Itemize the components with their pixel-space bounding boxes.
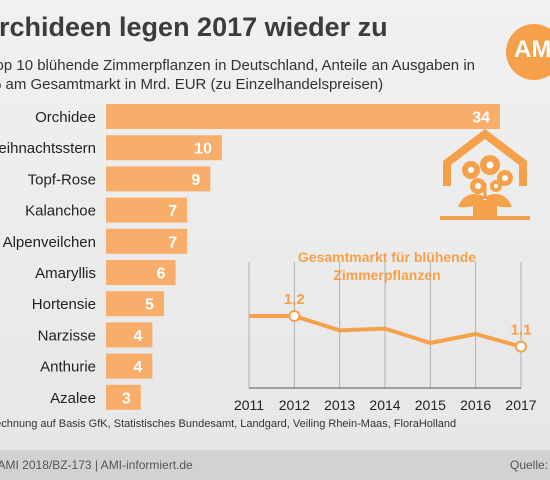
- bar-value-label: 7: [168, 234, 177, 251]
- line-point-2012: [288, 310, 301, 322]
- bar-category-label: Kalanchoe: [25, 203, 96, 220]
- bar-chart: Orchidee34Weihnachtsstern10Topf-Rose9Kal…: [0, 104, 500, 410]
- bar-3: [106, 166, 211, 192]
- bar-value-label: 34: [472, 110, 490, 127]
- logo-text: AMI: [514, 36, 550, 63]
- x-tick-label: 2012: [279, 397, 310, 413]
- bar-7: [106, 291, 164, 317]
- chart-subtitle: Top 10 blühende Zimmerpflanzen in Deutsc…: [0, 56, 475, 94]
- line-chart: Gesamtmarkt für blühende Zimmerpflanzen …: [234, 249, 537, 413]
- bar-1: [106, 104, 500, 129]
- bar-value-label: 4: [133, 359, 142, 376]
- bar-value-label: 3: [122, 390, 131, 407]
- footer-bar: © AMI 2018/BZ-173 | AMI-informiert.de Qu…: [0, 450, 550, 480]
- footer-source: Quelle: AMI: [510, 458, 550, 472]
- page-title: Orchideen legen 2017 wieder zu: [0, 12, 388, 42]
- line-point-2017: [515, 340, 527, 353]
- line-chart-title-2: Zimmerpflanzen: [333, 267, 440, 283]
- bar-category-label: Narzisse: [38, 327, 96, 344]
- bar-category-label: Amaryllis: [35, 265, 96, 282]
- x-tick-label: 2014: [369, 397, 400, 413]
- x-tick-label: 2015: [415, 397, 446, 413]
- bar-8: [106, 322, 153, 348]
- bar-category-label: Orchidee: [35, 109, 96, 126]
- bar-category-label: Weihnachtsstern: [0, 140, 96, 157]
- bar-category-label: Azalee: [50, 390, 96, 407]
- bar-10: [106, 384, 141, 410]
- bar-category-label: Anthurie: [40, 359, 96, 376]
- bar-4: [106, 197, 188, 223]
- bar-category-label: Alpenveilchen: [3, 234, 96, 251]
- bar-value-label: 6: [157, 266, 166, 283]
- bar-value-label: 4: [133, 328, 142, 345]
- ami-logo: AMI: [506, 24, 550, 80]
- line-point-label: 1,2: [284, 291, 305, 308]
- line-chart-title-1: Gesamtmarkt für blühende: [298, 249, 476, 265]
- bar-value-label: 10: [194, 141, 212, 158]
- source-note: Berechnung auf Basis GfK, Statistisches …: [0, 418, 457, 430]
- bar-category-label: Hortensie: [32, 296, 96, 313]
- subtitle-line-2: % am Gesamtmarkt in Mrd. EUR (zu Einzelh…: [0, 76, 384, 93]
- footer-credit: © AMI 2018/BZ-173 | AMI-informiert.de: [0, 458, 193, 472]
- line-point-label: 1,1: [511, 322, 532, 339]
- x-tick-label: 2016: [460, 397, 491, 413]
- bar-value-label: 7: [168, 203, 177, 220]
- chart-area: Orchidee34Weihnachtsstern10Topf-Rose9Kal…: [0, 104, 537, 413]
- subtitle-line-1: Top 10 blühende Zimmerpflanzen in Deutsc…: [0, 57, 475, 74]
- bar-5: [106, 228, 188, 254]
- bar-6: [106, 260, 176, 285]
- bar-value-label: 9: [191, 172, 200, 189]
- x-tick-label: 2011: [234, 397, 264, 413]
- bar-category-label: Topf-Rose: [28, 171, 96, 188]
- house-flowers-icon: [440, 128, 530, 220]
- x-tick-label: 2013: [324, 397, 355, 413]
- bar-2: [106, 135, 222, 161]
- x-tick-label: 2017: [505, 397, 536, 413]
- bar-value-label: 5: [145, 297, 154, 314]
- bar-9: [106, 353, 153, 379]
